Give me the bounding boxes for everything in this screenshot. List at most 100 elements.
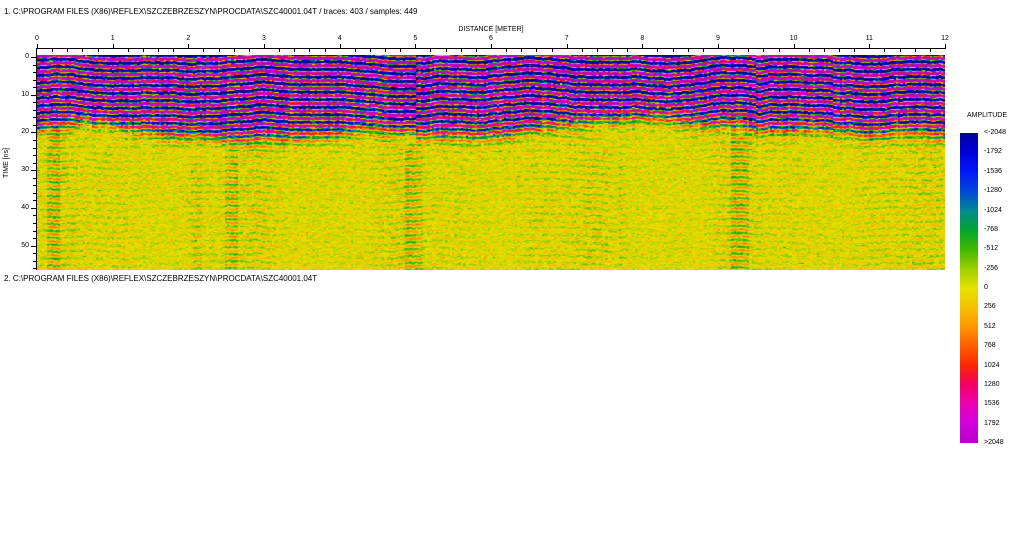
x-minor-tick xyxy=(581,49,583,52)
x-minor-tick xyxy=(884,49,886,52)
x-tick-label: 10 xyxy=(789,35,798,42)
colorbar-tick-label: 1792 xyxy=(984,419,1000,427)
x-minor-tick xyxy=(536,49,538,52)
x-major-tick xyxy=(718,44,719,48)
colorbar-tick-label: 512 xyxy=(984,322,996,330)
x-minor-tick xyxy=(475,49,477,52)
y-minor-tick xyxy=(33,64,36,66)
x-tick-label: 8 xyxy=(640,35,645,42)
x-tick-label: 12 xyxy=(941,35,949,42)
x-tick-label: 11 xyxy=(865,35,873,42)
section2-filepath-header: 2. C:\PROGRAM FILES (X86)\REFLEX\SZCZEBR… xyxy=(4,274,318,283)
x-tick-label: 1 xyxy=(110,35,115,42)
x-minor-tick xyxy=(142,49,144,52)
colorbar-tick-label: -1024 xyxy=(984,206,1002,214)
x-major-tick xyxy=(264,44,265,48)
colorbar-tick-label: >2048 xyxy=(984,439,1004,446)
y-minor-tick xyxy=(33,222,36,224)
x-minor-tick xyxy=(839,49,841,52)
x-tick-label: 4 xyxy=(337,35,342,42)
x-major-tick xyxy=(491,44,492,48)
y-minor-tick xyxy=(33,268,36,270)
x-tick-label: 6 xyxy=(489,35,493,42)
y-minor-tick xyxy=(33,253,36,255)
x-minor-tick xyxy=(657,49,659,52)
x-axis-line xyxy=(37,48,946,49)
x-major-tick xyxy=(112,44,114,48)
y-minor-tick xyxy=(33,117,36,119)
x-minor-tick xyxy=(748,49,750,52)
y-major-tick xyxy=(31,207,36,209)
y-tick-label: 50 xyxy=(21,241,29,249)
section1-filepath-header: 1. C:\PROGRAM FILES (X86)\REFLEX\SZCZEBR… xyxy=(4,7,418,16)
x-minor-tick xyxy=(929,49,931,52)
x-minor-tick xyxy=(430,49,432,52)
x-minor-tick xyxy=(309,49,311,52)
x-minor-tick xyxy=(294,49,296,52)
x-minor-tick xyxy=(808,49,810,52)
colorbar-tick-label: -512 xyxy=(984,245,999,253)
y-major-tick xyxy=(31,132,36,134)
x-minor-tick xyxy=(551,49,553,52)
x-major-tick xyxy=(869,44,871,48)
y-minor-tick xyxy=(33,185,36,187)
y-major-tick xyxy=(31,57,36,58)
y-minor-tick xyxy=(33,162,36,164)
y-minor-tick xyxy=(33,192,36,194)
y-tick-label: 0 xyxy=(25,53,29,60)
y-minor-tick xyxy=(33,238,36,240)
x-minor-tick xyxy=(400,49,402,52)
x-minor-tick xyxy=(778,49,780,52)
x-major-tick xyxy=(339,44,341,48)
y-minor-tick xyxy=(33,139,36,141)
colorbar-tick-label: 256 xyxy=(984,303,996,311)
x-minor-tick xyxy=(82,49,84,52)
colorbar-tick-label: -1792 xyxy=(984,148,1002,156)
colorbar-tick-label: -1280 xyxy=(984,187,1002,195)
y-minor-tick xyxy=(33,87,36,89)
radargram-canvas[interactable] xyxy=(37,55,945,270)
y-major-tick xyxy=(31,94,36,96)
y-minor-tick xyxy=(33,124,36,126)
colorbar-tick-label: -256 xyxy=(984,264,999,272)
y-minor-tick xyxy=(33,102,36,104)
x-minor-tick xyxy=(823,49,825,52)
x-minor-tick xyxy=(899,49,901,52)
x-minor-tick xyxy=(506,49,508,52)
x-minor-tick xyxy=(385,49,387,52)
x-minor-tick xyxy=(279,49,281,52)
x-minor-tick xyxy=(354,49,356,52)
y-tick-label: 30 xyxy=(21,166,29,174)
legend-title: AMPLITUDE xyxy=(966,112,1008,119)
x-minor-tick xyxy=(460,49,462,52)
y-major-tick xyxy=(31,245,36,247)
colorbar-tick-label: -1536 xyxy=(984,167,1002,175)
x-major-tick xyxy=(415,44,417,48)
x-minor-tick xyxy=(248,49,250,52)
colorbar-tick-label: 1536 xyxy=(984,400,1000,408)
colorbar-tick-label: 0 xyxy=(984,284,988,291)
x-minor-tick xyxy=(203,49,205,52)
x-major-tick xyxy=(642,44,644,48)
y-minor-tick xyxy=(33,155,36,157)
x-minor-tick xyxy=(173,49,175,52)
x-minor-tick xyxy=(521,49,523,52)
x-tick-label: 3 xyxy=(262,35,266,42)
x-minor-tick xyxy=(596,49,598,52)
y-tick-label: 40 xyxy=(21,203,29,211)
x-minor-tick xyxy=(324,49,326,52)
y-minor-tick xyxy=(33,200,36,202)
x-minor-tick xyxy=(672,49,674,52)
y-minor-tick xyxy=(33,72,36,74)
y-minor-tick xyxy=(33,215,36,217)
x-minor-tick xyxy=(127,49,129,52)
x-major-tick xyxy=(37,44,38,48)
x-tick-label: 2 xyxy=(186,35,191,42)
x-tick-label: 7 xyxy=(564,35,569,42)
x-minor-tick xyxy=(763,49,765,52)
y-minor-tick xyxy=(33,260,36,262)
x-axis-title: DISTANCE [METER] xyxy=(458,26,524,33)
x-minor-tick xyxy=(218,49,220,52)
y-axis-line xyxy=(36,48,37,270)
